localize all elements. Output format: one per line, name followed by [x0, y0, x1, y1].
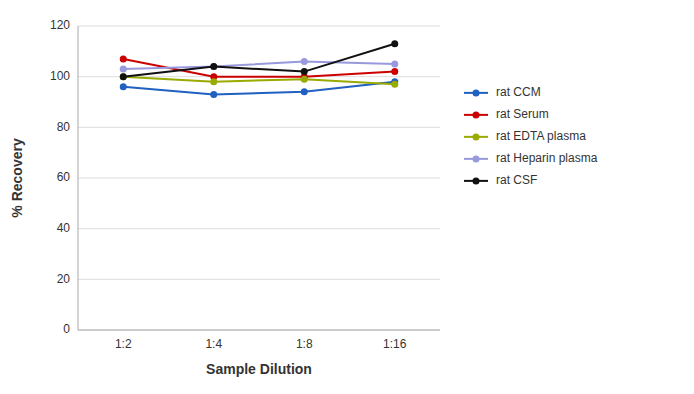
point [120, 55, 127, 62]
x-tick-label: 1:4 [205, 337, 222, 351]
grid-line [78, 279, 440, 280]
legend-marker [473, 133, 480, 140]
series-line [123, 61, 395, 69]
y-axis-label: % Recovery [9, 138, 25, 218]
x-axis-line [78, 330, 440, 331]
y-axis-line [78, 26, 79, 330]
series-line [123, 82, 395, 95]
point [391, 61, 398, 68]
point [120, 73, 127, 80]
point [301, 88, 308, 95]
y-tick-label: 120 [50, 18, 70, 32]
series-line [123, 44, 395, 77]
legend-marker [473, 89, 480, 96]
legend-label: rat Heparin plasma [496, 151, 598, 165]
y-tick-label: 40 [57, 221, 71, 235]
point [301, 68, 308, 75]
legend-marker [473, 155, 480, 162]
x-tick-label: 1:2 [115, 337, 132, 351]
point [120, 73, 127, 80]
point [210, 78, 217, 85]
point [391, 40, 398, 47]
legend: rat CCM rat Serum rat EDTA plasma rat Hepar… [464, 85, 598, 187]
x-tick-label: 1:8 [296, 337, 313, 351]
legend-label: rat Serum [496, 107, 549, 121]
grid-line [78, 26, 440, 27]
x-tick-label: 1:16 [383, 337, 407, 351]
point [210, 91, 217, 98]
series-line [123, 59, 395, 77]
grid [78, 26, 440, 330]
chart-svg: 0 20 40 60 80 100 120 1:2 1:4 1:8 1:16 Sample Dilut… [0, 0, 694, 394]
y-tick-label: 20 [57, 272, 71, 286]
point [120, 66, 127, 73]
series-line [123, 77, 395, 85]
legend-label: rat CCM [496, 85, 541, 99]
grid-line [78, 228, 440, 229]
grid-line [78, 127, 440, 128]
point [120, 83, 127, 90]
x-axis: 1:2 1:4 1:8 1:16 [78, 330, 440, 351]
series [120, 40, 399, 80]
y-tick-label: 0 [63, 322, 70, 336]
y-tick-label: 60 [57, 170, 71, 184]
legend-label: rat CSF [496, 173, 537, 187]
point [301, 58, 308, 65]
point [301, 76, 308, 83]
page: {"chart_data": {"type": "line", "categor… [0, 0, 694, 394]
y-tick-label: 80 [57, 120, 71, 134]
point [210, 63, 217, 70]
point [210, 63, 217, 70]
y-axis: 0 20 40 60 80 100 120 [50, 18, 78, 336]
point [391, 68, 398, 75]
series [120, 58, 399, 73]
legend-label: rat EDTA plasma [496, 129, 586, 143]
chart-container: 0 20 40 60 80 100 120 1:2 1:4 1:8 1:16 Sample Dilut… [0, 0, 694, 394]
series [120, 55, 399, 80]
grid-line [78, 330, 440, 331]
x-axis-label: Sample Dilution [206, 361, 312, 377]
marks [120, 40, 399, 98]
y-tick-label: 100 [50, 69, 70, 83]
legend-marker [473, 111, 480, 118]
legend-marker [473, 177, 480, 184]
grid-line [78, 178, 440, 179]
point [391, 81, 398, 88]
series [120, 73, 399, 88]
